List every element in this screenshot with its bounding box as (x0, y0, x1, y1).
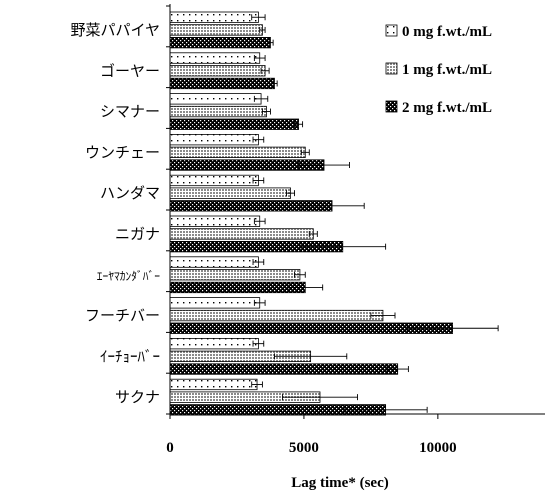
category-label: シマナー (100, 103, 160, 121)
category-label: ｲｰﾁｮｰﾊﾞｰ (100, 347, 160, 365)
bar (169, 256, 259, 268)
x-tick-label: 0 (166, 440, 174, 456)
bar (169, 297, 261, 309)
bar (169, 77, 275, 90)
bar (169, 93, 262, 105)
bar (169, 281, 306, 294)
bar-group (169, 52, 278, 90)
bar-group (169, 337, 409, 375)
category-label: ハンダマ (100, 184, 160, 202)
category-label: 野菜パパイヤ (70, 21, 160, 39)
bar (169, 24, 263, 36)
legend-swatch (385, 24, 398, 37)
bar (169, 174, 259, 187)
bar-group (169, 11, 274, 49)
bar (169, 378, 258, 391)
category-label: サクナ (115, 388, 160, 406)
bar (169, 105, 267, 118)
bar-group (169, 93, 304, 130)
bar-group (169, 378, 428, 416)
bar (169, 146, 306, 159)
bar-group (169, 133, 350, 171)
bar (169, 65, 266, 77)
bar (169, 133, 259, 146)
bar (169, 269, 301, 281)
x-axis-ticks: 0 5000 10000 (166, 414, 457, 456)
bar (169, 37, 271, 49)
bar (169, 52, 261, 64)
legend-swatch (385, 62, 398, 75)
bar (169, 11, 259, 23)
bar-group (169, 256, 324, 294)
bar (169, 187, 291, 199)
legend-label: 1 mg f.wt./mL (402, 62, 492, 78)
plot-area (166, 4, 545, 416)
bar (169, 215, 261, 227)
bar (169, 309, 384, 322)
bar (169, 363, 399, 375)
bar-group (169, 297, 499, 334)
category-label: ニガナ (115, 225, 160, 243)
x-tick-label: 5000 (289, 440, 319, 456)
category-label: ｴｰﾔﾏｶﾝﾀﾞﾊﾞｰ (97, 269, 160, 283)
category-label: フーチバー (85, 307, 160, 325)
bar-group (169, 215, 387, 253)
category-label: ウンチェー (85, 143, 160, 161)
category-label: ゴーヤー (100, 62, 160, 80)
legend: 0 mg f.wt./mL 1 mg f.wt./mL 2 mg f.wt./mL (385, 24, 492, 116)
bar (169, 337, 259, 350)
legend-label: 2 mg f.wt./mL (402, 100, 492, 116)
x-tick-label: 10000 (419, 440, 457, 456)
legend-label: 0 mg f.wt./mL (402, 24, 492, 40)
bar-group (169, 174, 365, 212)
x-axis-label: Lag time* (sec) (291, 475, 388, 491)
bar (169, 228, 314, 240)
legend-swatch (385, 100, 398, 113)
bar (169, 118, 299, 130)
